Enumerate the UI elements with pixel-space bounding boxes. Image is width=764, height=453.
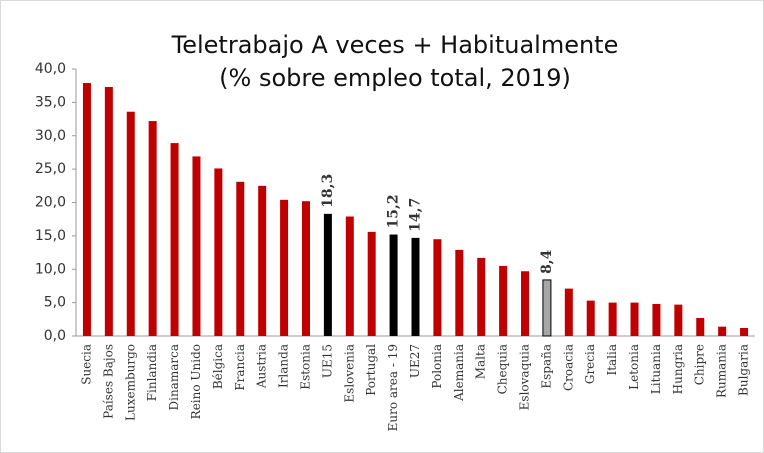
x-tick-label: UE27 bbox=[408, 344, 422, 378]
bar bbox=[542, 279, 552, 337]
data-label: 15,2 bbox=[386, 194, 402, 228]
bar bbox=[170, 143, 179, 336]
bar bbox=[521, 271, 530, 336]
data-label: 14,7 bbox=[408, 198, 424, 232]
bar bbox=[389, 234, 398, 336]
x-tick-label: Croacia bbox=[561, 344, 575, 391]
x-tick-label: Dinamarca bbox=[167, 344, 181, 411]
y-tick-label: 15,0 bbox=[35, 228, 66, 244]
x-tick-label: Reino Unido bbox=[189, 344, 203, 419]
x-tick-label: Letonia bbox=[627, 344, 641, 390]
x-tick-label: Suecia bbox=[79, 344, 93, 385]
x-tick-label: Alemania bbox=[452, 344, 466, 402]
bar bbox=[630, 302, 639, 336]
x-tick-label: Lituania bbox=[649, 344, 663, 394]
x-tick-label: Eslovenia bbox=[342, 344, 356, 403]
x-tick-label: Finlandia bbox=[145, 344, 159, 401]
bar bbox=[258, 185, 267, 336]
x-tick-label: Bulgaria bbox=[737, 344, 751, 396]
bar bbox=[345, 216, 354, 336]
bar bbox=[301, 201, 310, 336]
bar bbox=[652, 303, 661, 336]
x-tick-label: Portugal bbox=[364, 344, 378, 396]
bar bbox=[126, 111, 135, 336]
x-tick-label: Irlanda bbox=[277, 344, 291, 388]
bar bbox=[411, 237, 420, 336]
data-label: 8,4 bbox=[539, 249, 555, 274]
x-tick-label: Francia bbox=[233, 344, 247, 391]
bar bbox=[674, 304, 683, 336]
x-tick-label: Países Bajos bbox=[101, 344, 115, 419]
y-tick-label: 30,0 bbox=[35, 128, 66, 144]
chart-title: Teletrabajo A veces + Habitualmente bbox=[171, 31, 619, 59]
bar bbox=[696, 317, 705, 336]
x-tick-label: Euro area - 19 bbox=[386, 344, 400, 431]
x-tick-label: Polonia bbox=[430, 344, 444, 389]
x-tick-label: Luxemburgo bbox=[123, 344, 137, 421]
bar bbox=[477, 257, 486, 336]
data-label: 18,3 bbox=[320, 174, 336, 208]
bar bbox=[499, 265, 508, 336]
y-tick-label: 35,0 bbox=[35, 94, 66, 110]
x-tick-label: Estonia bbox=[298, 344, 312, 390]
x-tick-label: Malta bbox=[474, 344, 488, 379]
y-tick-label: 0,0 bbox=[44, 328, 66, 344]
bar bbox=[740, 327, 749, 336]
bar bbox=[608, 302, 617, 336]
chart-subtitle: (% sobre empleo total, 2019) bbox=[219, 64, 571, 92]
y-tick-label: 5,0 bbox=[44, 295, 66, 311]
bar bbox=[236, 181, 245, 336]
y-tick-label: 20,0 bbox=[35, 195, 66, 211]
y-tick-label: 25,0 bbox=[35, 161, 66, 177]
bar bbox=[323, 213, 332, 336]
bar bbox=[280, 199, 289, 336]
bar bbox=[367, 231, 376, 336]
y-tick-label: 40,0 bbox=[35, 61, 66, 77]
x-tick-label: Italia bbox=[605, 344, 619, 376]
y-tick-label: 10,0 bbox=[35, 261, 66, 277]
bar bbox=[564, 288, 573, 336]
bar bbox=[214, 168, 223, 336]
bar bbox=[718, 326, 727, 336]
x-tick-label: Rumania bbox=[715, 344, 729, 398]
bar bbox=[455, 249, 464, 336]
bar bbox=[148, 121, 157, 336]
x-tick-label: Hungria bbox=[671, 344, 685, 394]
x-tick-label: España bbox=[539, 344, 553, 389]
x-tick-label: Bélgica bbox=[211, 344, 225, 389]
x-tick-label: Austria bbox=[255, 344, 269, 389]
bar bbox=[82, 83, 91, 336]
bar bbox=[192, 156, 201, 336]
x-tick-label: Chequia bbox=[496, 344, 510, 394]
x-tick-label: Chipre bbox=[693, 344, 707, 385]
x-tick-label: Grecia bbox=[583, 344, 597, 384]
x-tick-label: Eslovaquia bbox=[518, 344, 532, 410]
bar bbox=[586, 300, 595, 336]
bar bbox=[104, 87, 113, 337]
x-tick-label: UE15 bbox=[320, 344, 334, 378]
bar bbox=[433, 239, 442, 336]
